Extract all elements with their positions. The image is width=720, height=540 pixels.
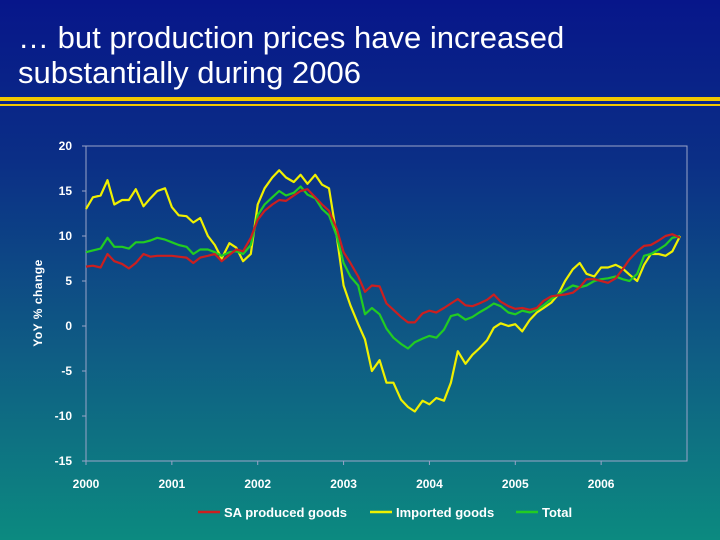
y-tick-label: 20 [59,139,73,153]
x-tick-label: 2004 [416,477,443,491]
title-rule-thick [0,97,720,101]
y-tick-label: -5 [61,364,72,378]
y-tick-label: -15 [55,454,73,468]
legend-item: SA produced goods [198,505,347,520]
x-axis: 2000 2001 2002 2003 2004 2005 2006 [73,461,615,491]
y-tick-label: 10 [59,229,73,243]
y-tick-label: 15 [59,184,73,198]
x-tick-label: 2002 [244,477,271,491]
x-tick-label: 2006 [588,477,615,491]
title-rule-thin [0,104,720,106]
legend-label: Imported goods [396,505,494,520]
legend: SA produced goods Imported goods Total [198,505,572,520]
y-tick-label: -10 [55,409,73,423]
y-axis: 20 15 10 5 0 -5 -10 -15 [55,139,86,468]
x-tick-label: 2000 [73,477,100,491]
y-axis-label: YoY % change [31,259,45,347]
legend-label: Total [542,505,572,520]
x-tick-label: 2005 [502,477,529,491]
legend-item: Imported goods [370,505,494,520]
legend-label: SA produced goods [224,505,347,520]
series-line-imported-goods [85,169,682,413]
series-line-sa-produced-goods [85,188,681,324]
slide-title: … but production prices have increased s… [18,20,565,90]
y-tick-label: 0 [65,319,72,333]
y-tick-label: 5 [65,274,72,288]
x-tick-label: 2003 [330,477,357,491]
plot-area-frame [85,145,688,462]
legend-item: Total [516,505,572,520]
x-tick-label: 2001 [159,477,186,491]
series-lines [85,169,682,413]
